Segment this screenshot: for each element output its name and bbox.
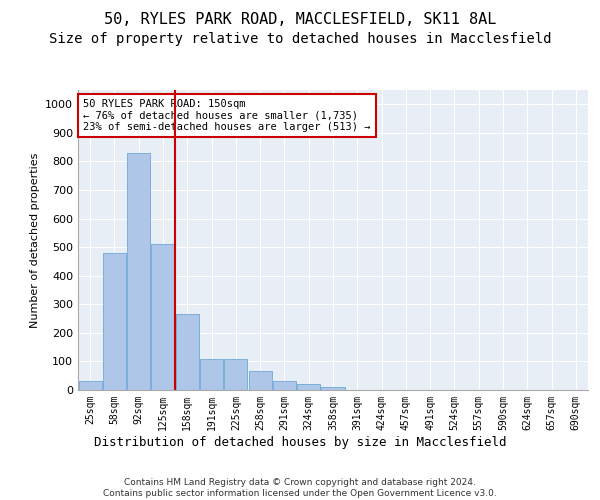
- Text: 50, RYLES PARK ROAD, MACCLESFIELD, SK11 8AL: 50, RYLES PARK ROAD, MACCLESFIELD, SK11 …: [104, 12, 496, 28]
- Bar: [79, 382, 101, 390]
- Text: 50 RYLES PARK ROAD: 150sqm
← 76% of detached houses are smaller (1,735)
23% of s: 50 RYLES PARK ROAD: 150sqm ← 76% of deta…: [83, 99, 371, 132]
- Bar: [127, 153, 150, 390]
- Bar: [322, 387, 344, 390]
- Bar: [176, 314, 199, 390]
- Text: Contains HM Land Registry data © Crown copyright and database right 2024.
Contai: Contains HM Land Registry data © Crown c…: [103, 478, 497, 498]
- Y-axis label: Number of detached properties: Number of detached properties: [29, 152, 40, 328]
- Bar: [248, 372, 272, 390]
- Bar: [103, 253, 126, 390]
- Bar: [224, 358, 247, 390]
- Text: Size of property relative to detached houses in Macclesfield: Size of property relative to detached ho…: [49, 32, 551, 46]
- Text: Distribution of detached houses by size in Macclesfield: Distribution of detached houses by size …: [94, 436, 506, 449]
- Bar: [151, 244, 175, 390]
- Bar: [273, 382, 296, 390]
- Bar: [200, 358, 223, 390]
- Bar: [297, 384, 320, 390]
